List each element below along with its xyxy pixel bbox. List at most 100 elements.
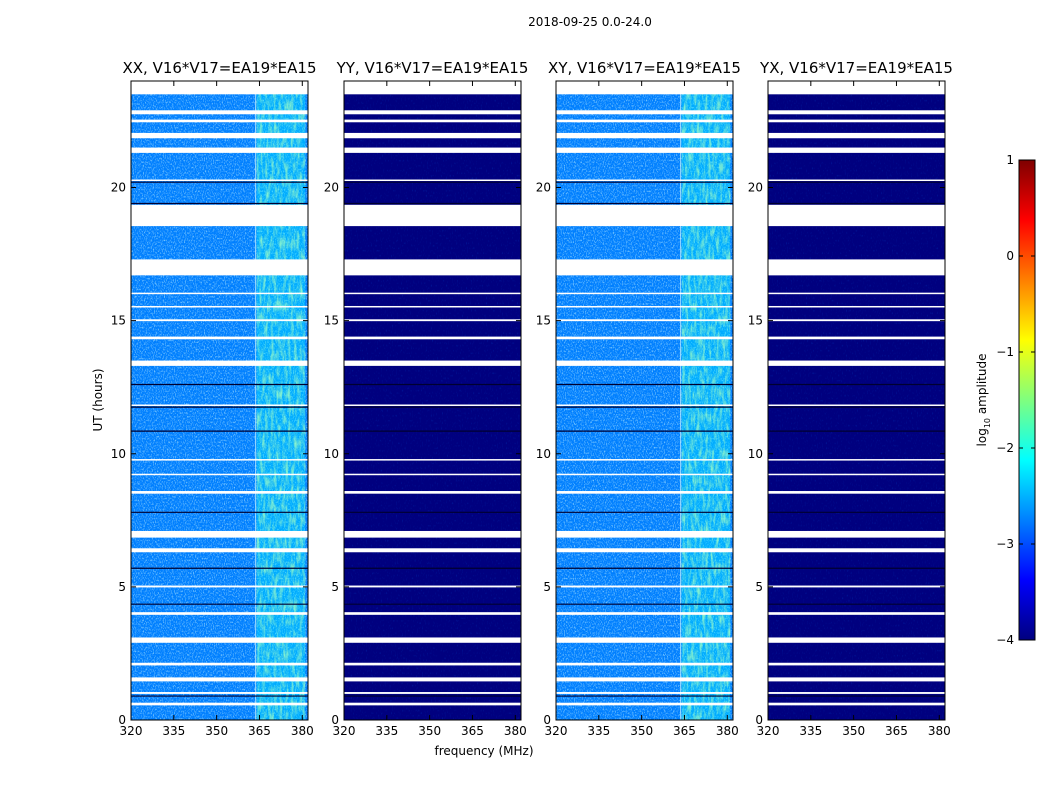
x-tick-label: 380 [504,724,527,738]
flag-gap [131,585,308,588]
flag-gap [131,119,308,123]
flag-gap [344,548,521,553]
y-axis-label: UT (hours) [91,368,105,431]
x-tick-label: 365 [673,724,696,738]
flag-gap [768,292,945,295]
rfi-band-texture [681,81,731,720]
x-tick-label: 320 [120,724,143,738]
flag-gap [344,147,521,153]
flag-gap [344,179,521,182]
flag-gap [556,692,733,694]
flag-gap [131,147,308,153]
x-tick-label: 380 [716,724,739,738]
flag-gap [556,179,733,182]
flag-gap [768,585,945,588]
flag-gap [556,319,733,322]
flag-gap [344,305,521,308]
flag-gap [768,110,945,115]
flag-gap [344,110,521,115]
flag-gap [131,319,308,322]
flag-gap [556,677,733,682]
x-tick-label: 380 [291,724,314,738]
flag-gap [556,530,733,538]
flag-gap [344,491,521,494]
flag-gap [131,473,308,476]
flag-gap [344,459,521,461]
flag-gap [131,292,308,295]
panel-0: XX, V16*V17=EA19*EA15 320 335 350 365 380 0 5 10… [111,59,317,738]
flag-gap [556,84,733,95]
flag-gap [768,404,945,406]
y-tick-label: 5 [755,580,763,594]
colorbar-label: log10 amplitude [975,354,992,447]
colorbar-tick-label: −4 [996,633,1014,647]
flag-gap [556,491,733,494]
x-tick-label: 380 [928,724,951,738]
flag-gap [344,677,521,682]
flag-gap [556,147,733,153]
flag-gap [556,305,733,308]
flag-gap [556,119,733,123]
flag-gap [131,360,308,366]
flag-gap [131,612,308,615]
y-tick-label: 5 [331,580,339,594]
x-tick-label: 335 [799,724,822,738]
flag-gap [131,548,308,553]
x-tick-label: 365 [461,724,484,738]
y-tick-label: 10 [536,447,551,461]
flag-gap [344,530,521,538]
flag-gap [344,702,521,706]
flag-gap [131,110,308,115]
x-tick-label: 350 [205,724,228,738]
y-tick-label: 5 [118,580,126,594]
y-tick-label: 0 [118,713,126,727]
panel-frame [767,80,946,721]
flag-gap [556,702,733,706]
flag-gap [344,473,521,476]
flag-gap [768,147,945,153]
flag-gap [768,305,945,308]
panel-frame [130,80,309,721]
flag-gap [556,259,733,276]
x-tick-label: 335 [375,724,398,738]
panel-title: YX, V16*V17=EA19*EA15 [759,59,953,77]
flag-gap [768,530,945,538]
flag-gap [344,292,521,295]
colorbar-ticks: 1 0 −1 −2 −3 −4 [996,153,1035,647]
flag-gap [556,81,733,86]
flag-gap [768,677,945,682]
flag-gap [768,491,945,494]
flag-gap [556,473,733,476]
colorbar-gradient [1018,159,1036,641]
flag-gap [768,548,945,553]
flag-gap [556,110,733,115]
flag-gap [344,259,521,276]
flag-gap [344,119,521,123]
flag-gap [131,491,308,494]
flag-gap [556,612,733,615]
flag-gap [131,404,308,406]
flag-gap [131,259,308,276]
x-tick-label: 365 [248,724,271,738]
flag-gap [556,585,733,588]
colorbar-tick-label: 0 [1006,249,1014,263]
x-axis-label: frequency (MHz) [434,744,533,758]
flag-gap [556,404,733,406]
flag-gap [131,81,308,86]
y-tick-label: 20 [748,181,763,195]
x-tick-label: 335 [162,724,185,738]
flag-gap [768,119,945,123]
flag-gap [344,692,521,694]
flag-gap [344,585,521,588]
y-tick-label: 10 [748,447,763,461]
x-tick-label: 320 [757,724,780,738]
panel-frame [343,80,522,721]
flag-gap [768,612,945,615]
x-tick-label: 350 [842,724,865,738]
panel-1: YY, V16*V17=EA19*EA15 320 335 350 365 380 0 5 10… [324,59,529,738]
panel-title: XX, V16*V17=EA19*EA15 [122,59,316,77]
y-tick-label: 15 [324,314,339,328]
flag-gap [768,473,945,476]
flag-gap [131,459,308,461]
colorbar: 1 0 −1 −2 −3 −4 log10 amplitude [975,153,1036,647]
